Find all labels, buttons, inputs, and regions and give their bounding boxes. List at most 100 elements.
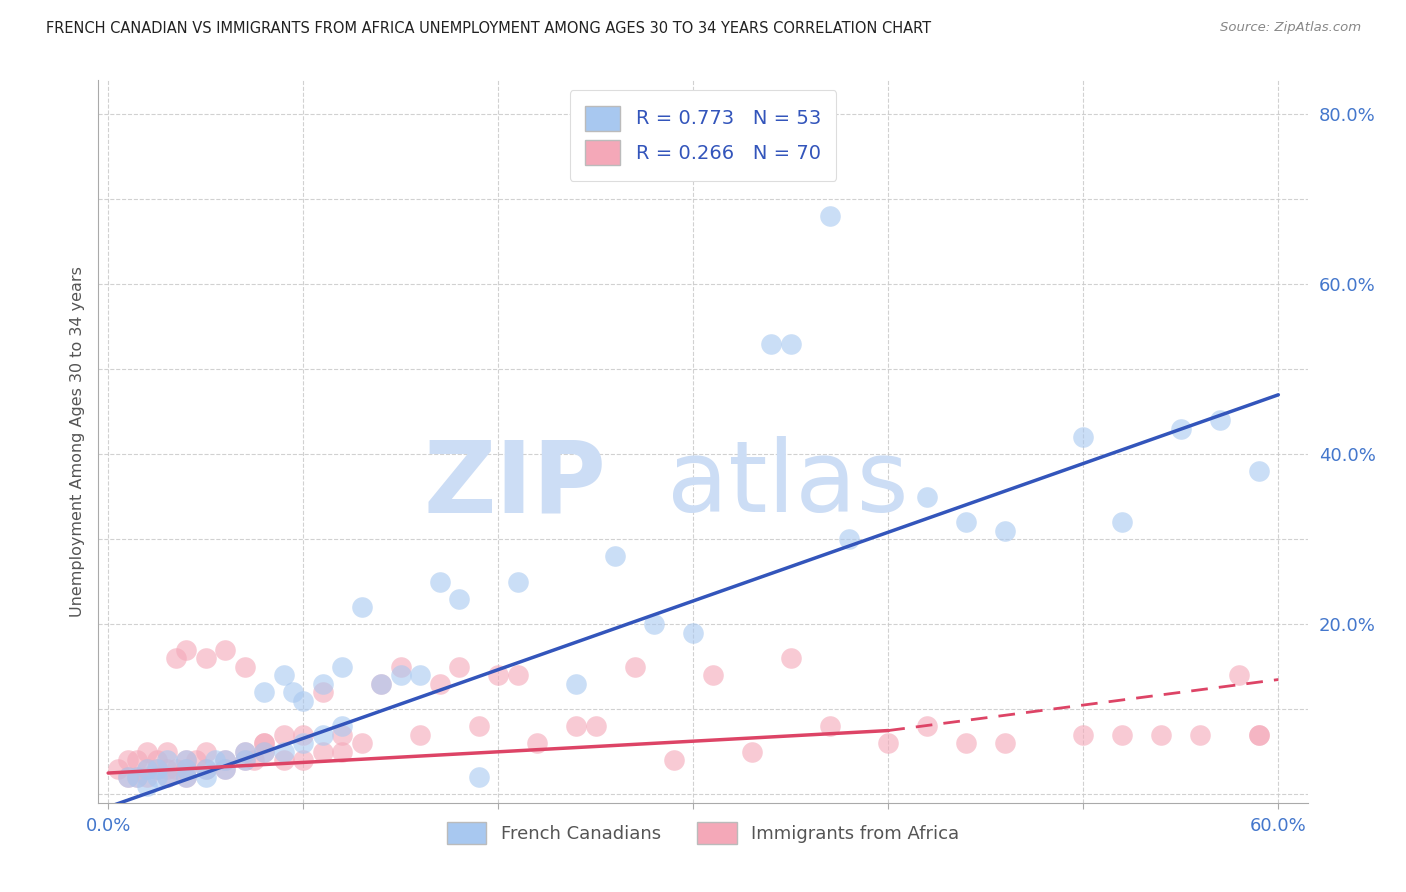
Point xyxy=(174,770,197,784)
Point xyxy=(156,770,179,784)
Point xyxy=(117,770,139,784)
Point xyxy=(330,719,353,733)
Point xyxy=(292,728,315,742)
Point xyxy=(1247,728,1270,742)
Point xyxy=(429,574,451,589)
Point xyxy=(877,736,900,750)
Point xyxy=(253,745,276,759)
Point xyxy=(330,745,353,759)
Point xyxy=(312,745,335,759)
Point xyxy=(994,736,1017,750)
Point xyxy=(955,516,977,530)
Point xyxy=(136,762,159,776)
Point xyxy=(643,617,665,632)
Point xyxy=(994,524,1017,538)
Point xyxy=(1071,728,1094,742)
Point xyxy=(838,533,860,547)
Point xyxy=(174,762,197,776)
Point xyxy=(449,660,471,674)
Point xyxy=(565,677,588,691)
Point xyxy=(127,770,149,784)
Point xyxy=(214,753,236,767)
Point xyxy=(1227,668,1250,682)
Point xyxy=(917,490,939,504)
Point xyxy=(330,660,353,674)
Point xyxy=(662,753,685,767)
Point xyxy=(292,694,315,708)
Point xyxy=(204,753,226,767)
Point xyxy=(370,677,392,691)
Point xyxy=(146,753,169,767)
Point xyxy=(330,728,353,742)
Point xyxy=(253,736,276,750)
Point xyxy=(623,660,645,674)
Point xyxy=(146,762,169,776)
Point xyxy=(818,719,841,733)
Point xyxy=(467,770,489,784)
Point xyxy=(214,753,236,767)
Point xyxy=(136,770,159,784)
Point xyxy=(312,728,335,742)
Point xyxy=(467,719,489,733)
Point xyxy=(273,668,295,682)
Point xyxy=(174,753,197,767)
Y-axis label: Unemployment Among Ages 30 to 34 years: Unemployment Among Ages 30 to 34 years xyxy=(69,266,84,617)
Point xyxy=(273,728,295,742)
Point xyxy=(253,745,276,759)
Text: Source: ZipAtlas.com: Source: ZipAtlas.com xyxy=(1220,21,1361,34)
Point xyxy=(955,736,977,750)
Point xyxy=(779,651,801,665)
Point xyxy=(136,745,159,759)
Point xyxy=(233,745,256,759)
Point xyxy=(389,660,412,674)
Point xyxy=(253,685,276,699)
Point xyxy=(156,753,179,767)
Point xyxy=(1071,430,1094,444)
Point xyxy=(449,591,471,606)
Point xyxy=(292,753,315,767)
Point xyxy=(682,625,704,640)
Point xyxy=(292,736,315,750)
Point xyxy=(429,677,451,691)
Point xyxy=(605,549,627,564)
Point xyxy=(761,336,783,351)
Point xyxy=(136,762,159,776)
Point xyxy=(253,736,276,750)
Point xyxy=(506,574,529,589)
Point xyxy=(174,642,197,657)
Point xyxy=(818,209,841,223)
Text: atlas: atlas xyxy=(666,436,908,533)
Point xyxy=(1111,728,1133,742)
Point xyxy=(194,762,217,776)
Point xyxy=(194,745,217,759)
Text: ZIP: ZIP xyxy=(423,436,606,533)
Point xyxy=(156,770,179,784)
Point xyxy=(174,753,197,767)
Point xyxy=(174,770,197,784)
Point xyxy=(486,668,509,682)
Point xyxy=(409,668,432,682)
Point xyxy=(165,651,187,665)
Point xyxy=(156,762,179,776)
Point xyxy=(194,762,217,776)
Point xyxy=(350,600,373,615)
Point xyxy=(233,753,256,767)
Point xyxy=(194,651,217,665)
Point xyxy=(214,762,236,776)
Point xyxy=(1247,464,1270,478)
Point xyxy=(156,745,179,759)
Point xyxy=(283,685,305,699)
Point xyxy=(312,677,335,691)
Point xyxy=(1111,516,1133,530)
Point xyxy=(146,762,169,776)
Point xyxy=(409,728,432,742)
Point xyxy=(107,762,129,776)
Point xyxy=(1189,728,1212,742)
Point xyxy=(273,753,295,767)
Point xyxy=(194,770,217,784)
Point xyxy=(779,336,801,351)
Point xyxy=(741,745,763,759)
Point xyxy=(127,770,149,784)
Point xyxy=(1170,422,1192,436)
Point xyxy=(273,745,295,759)
